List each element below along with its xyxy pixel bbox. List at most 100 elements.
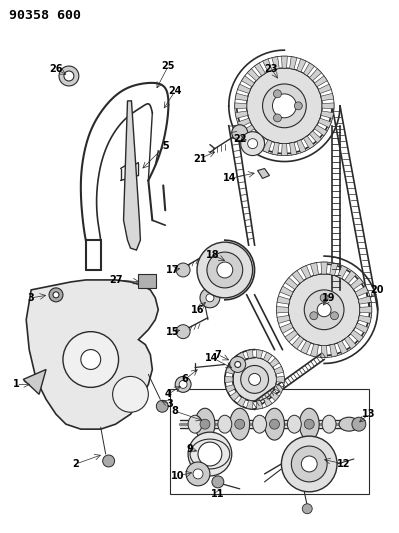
Circle shape (113, 376, 148, 412)
Bar (138, 274, 156, 288)
Circle shape (53, 292, 59, 298)
Polygon shape (314, 76, 327, 87)
Polygon shape (226, 385, 235, 392)
Circle shape (81, 350, 101, 369)
Polygon shape (310, 69, 322, 80)
Circle shape (200, 288, 220, 308)
Text: 4: 4 (165, 389, 172, 399)
Text: 3: 3 (28, 293, 35, 303)
Ellipse shape (218, 415, 232, 433)
Text: 27: 27 (109, 275, 122, 285)
Circle shape (269, 419, 279, 429)
Polygon shape (23, 369, 46, 394)
Bar (170, 389, 369, 494)
Circle shape (304, 290, 344, 330)
Text: 16: 16 (191, 305, 205, 315)
Polygon shape (277, 376, 284, 383)
Ellipse shape (230, 408, 250, 440)
Polygon shape (285, 278, 298, 289)
Polygon shape (270, 358, 279, 367)
Circle shape (247, 68, 322, 144)
Polygon shape (255, 136, 265, 149)
Text: 90358 600: 90358 600 (9, 9, 81, 22)
Circle shape (310, 312, 318, 320)
Polygon shape (285, 330, 298, 342)
Polygon shape (235, 93, 248, 101)
Circle shape (294, 102, 302, 110)
Polygon shape (290, 56, 297, 69)
Polygon shape (277, 306, 288, 313)
Polygon shape (292, 336, 304, 349)
Circle shape (188, 432, 232, 476)
Circle shape (235, 419, 245, 429)
Polygon shape (321, 345, 327, 358)
Circle shape (288, 274, 360, 345)
Polygon shape (344, 336, 356, 349)
Text: 15: 15 (166, 327, 179, 337)
Circle shape (352, 417, 366, 431)
Circle shape (206, 294, 214, 302)
Text: 13: 13 (362, 409, 375, 419)
Polygon shape (310, 344, 318, 357)
Polygon shape (310, 263, 318, 276)
Text: 20: 20 (370, 285, 383, 295)
Text: 22: 22 (233, 134, 247, 144)
Polygon shape (280, 323, 293, 333)
Polygon shape (241, 125, 254, 136)
Text: 12: 12 (337, 459, 351, 469)
Circle shape (103, 455, 115, 467)
Circle shape (273, 114, 281, 122)
Polygon shape (318, 118, 331, 127)
Ellipse shape (299, 408, 319, 440)
Text: 19: 19 (322, 293, 336, 303)
Text: 18: 18 (206, 250, 220, 260)
Circle shape (248, 139, 258, 149)
Polygon shape (330, 263, 338, 276)
Polygon shape (355, 286, 368, 296)
Polygon shape (274, 385, 284, 392)
Polygon shape (338, 341, 348, 354)
Polygon shape (237, 397, 246, 407)
Circle shape (156, 400, 168, 412)
Polygon shape (358, 296, 371, 304)
Polygon shape (124, 101, 140, 250)
Polygon shape (263, 397, 272, 407)
Polygon shape (247, 400, 253, 409)
Circle shape (217, 262, 233, 278)
Text: 14: 14 (205, 352, 219, 362)
Circle shape (330, 312, 338, 320)
Polygon shape (226, 366, 235, 374)
Polygon shape (225, 376, 233, 383)
Polygon shape (263, 140, 272, 153)
Ellipse shape (253, 415, 267, 433)
Text: 11: 11 (211, 489, 225, 499)
Polygon shape (235, 103, 247, 109)
Polygon shape (281, 56, 287, 68)
Polygon shape (297, 140, 306, 153)
Circle shape (179, 381, 187, 389)
Text: 23: 23 (265, 64, 278, 74)
Polygon shape (263, 59, 272, 72)
Ellipse shape (287, 415, 301, 433)
Polygon shape (350, 278, 363, 289)
Text: 10: 10 (172, 471, 185, 481)
Circle shape (241, 366, 269, 393)
Polygon shape (321, 93, 334, 101)
Polygon shape (256, 400, 263, 409)
Polygon shape (322, 103, 334, 109)
Circle shape (207, 252, 243, 288)
Text: 1: 1 (13, 379, 20, 390)
Ellipse shape (265, 408, 284, 440)
Text: 7: 7 (215, 350, 221, 360)
Circle shape (302, 504, 312, 514)
Polygon shape (272, 142, 279, 155)
Circle shape (186, 462, 210, 486)
Polygon shape (321, 111, 334, 118)
Polygon shape (310, 131, 322, 143)
Text: 2: 2 (73, 459, 79, 469)
Polygon shape (358, 316, 371, 324)
Circle shape (176, 263, 190, 277)
Polygon shape (241, 76, 254, 87)
Polygon shape (230, 358, 239, 367)
Circle shape (49, 288, 63, 302)
